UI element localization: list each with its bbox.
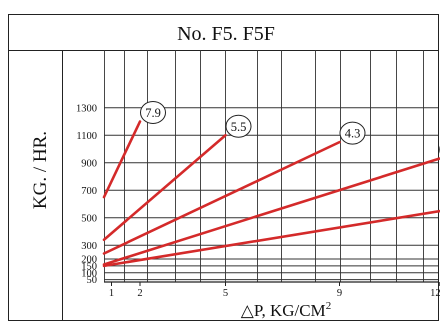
y-tick-label: 1300 xyxy=(76,103,97,114)
series-line xyxy=(102,133,227,242)
x-tick-label: 5 xyxy=(223,288,228,299)
grid xyxy=(104,50,440,286)
y-tick-label: 100 xyxy=(81,268,97,279)
series-label-circle xyxy=(225,114,252,138)
series-line xyxy=(102,140,341,255)
y-tick-label: 150 xyxy=(81,261,97,272)
y-tick-label: 50 xyxy=(87,275,98,286)
x-tick-label: 9 xyxy=(337,288,342,299)
series-lines xyxy=(102,120,440,268)
series-label-circle xyxy=(140,101,166,124)
series-label: 7.9 xyxy=(145,106,161,120)
y-tick-label: 1100 xyxy=(76,131,97,142)
y-tick-label: 500 xyxy=(81,213,97,224)
series-line xyxy=(102,209,440,268)
series-label-circle xyxy=(339,121,366,145)
x-tick-label: 12.5 xyxy=(430,288,440,299)
series-labels: 7.95.54.33.93.1 xyxy=(140,101,440,154)
x-tick-label: 2 xyxy=(137,288,142,299)
series-line xyxy=(102,157,440,266)
y-tick-label: 300 xyxy=(81,241,97,252)
x-tick-label: 1 xyxy=(109,288,114,299)
y-axis-label: KG. / HR. xyxy=(30,131,51,209)
x-axis-label-text: △P, KG/CM xyxy=(241,301,326,320)
series-label: 5.5 xyxy=(231,120,247,134)
series-line xyxy=(102,120,142,199)
chart-border xyxy=(8,14,439,321)
y-tick-label: 700 xyxy=(81,186,97,197)
x-axis-label: △P, KG/CM2 xyxy=(241,300,331,320)
y-tick-label: 900 xyxy=(81,158,97,169)
x-axis-label-superscript: 2 xyxy=(326,300,332,312)
y-tick-label: 200 xyxy=(81,255,97,266)
chart-title: No. F5. F5F xyxy=(177,23,275,45)
series-label: 4.3 xyxy=(345,127,361,141)
